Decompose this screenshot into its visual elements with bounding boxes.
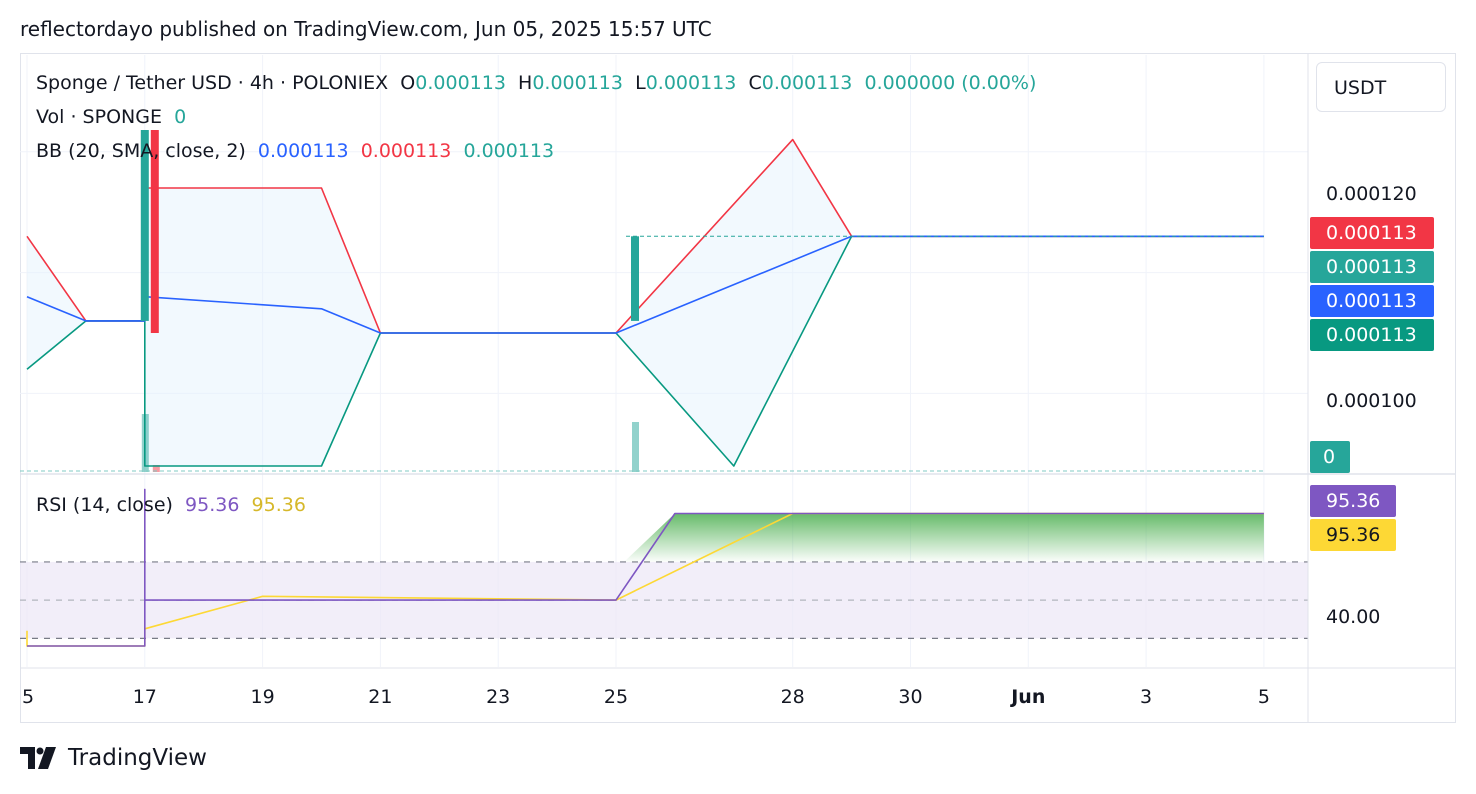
candle-1: [150, 130, 159, 333]
change-value: 0.000000 (0.00%): [864, 72, 1037, 94]
time-tick-10: 5: [1257, 686, 1270, 708]
volume-label: Vol · SPONGE: [36, 106, 162, 128]
tradingview-logo-icon[interactable]: [20, 747, 58, 769]
bb-upper-value: 0.000113: [360, 140, 452, 162]
bb-basis-value: 0.000113: [257, 140, 349, 162]
time-tick-6: 28: [780, 686, 805, 708]
time-tick-2: 19: [250, 686, 275, 708]
rsi-overbought-fill: [624, 513, 1264, 562]
close-price-tag: 0.000113: [1310, 251, 1434, 283]
bb-legend[interactable]: BB (20, SMA, close, 2) 0.000113 0.000113…: [36, 140, 554, 162]
candles: [140, 130, 639, 333]
rsi-line: [27, 488, 1264, 647]
price-lines: [20, 138, 1264, 472]
bb-basis-line: [26, 235, 1264, 334]
footer-brand: TradingView: [68, 745, 207, 771]
footer: TradingView: [20, 745, 207, 771]
symbol-legend[interactable]: Sponge / Tether USD · 4h · POLONIEX O0.0…: [36, 72, 1036, 94]
rsi-lines: [26, 488, 1264, 647]
volume-bar-2: [632, 422, 639, 472]
time-tick-3: 21: [368, 686, 393, 708]
close-value: 0.000113: [761, 72, 853, 94]
candle-2: [631, 236, 639, 321]
rsi-label: RSI (14, close): [36, 494, 173, 516]
time-tick-5: 25: [603, 686, 629, 708]
bb-upper-tag: 0.000113: [1310, 217, 1434, 249]
rsi-legend[interactable]: RSI (14, close) 95.36 95.36: [36, 494, 306, 516]
time-tick-7: 30: [898, 686, 923, 708]
currency-button[interactable]: USDT: [1316, 62, 1446, 112]
time-tick-0: 5: [21, 686, 35, 708]
close-label: C: [748, 72, 762, 94]
open-label: O: [400, 72, 416, 94]
rsi-tag: 95.36: [1310, 485, 1396, 517]
time-tick-8: Jun: [1011, 686, 1046, 708]
rsi-ma-value: 95.36: [251, 494, 306, 516]
rsi-value: 95.36: [185, 494, 240, 516]
chart-frame: [20, 53, 1456, 723]
bb-label: BB (20, SMA, close, 2): [36, 140, 246, 162]
volume-value: 0: [174, 106, 187, 128]
volume-legend[interactable]: Vol · SPONGE 0: [36, 106, 186, 128]
open-value: 0.000113: [415, 72, 506, 94]
volume-tag: 0: [1310, 441, 1350, 473]
time-tick-9: 3: [1140, 686, 1153, 708]
bb-band-fill: [27, 139, 1264, 466]
pane-separators: [20, 54, 1456, 722]
bb-fill: [27, 139, 1264, 466]
indicator-lines: [20, 138, 1264, 647]
publish-header: reflectordayo published on TradingView.c…: [20, 17, 712, 41]
bb-lower-value: 0.000113: [463, 140, 555, 162]
rsi-ma-tag: 95.36: [1310, 519, 1396, 551]
price-tick-2: 0.000100: [1326, 390, 1417, 412]
price-tick-1: 0.000120: [1326, 183, 1417, 205]
rsi-tick-1: 40.00: [1326, 606, 1381, 628]
candle-0: [140, 130, 149, 321]
high-label: H: [518, 72, 533, 94]
bb-lower-tag: 0.000113: [1310, 319, 1434, 351]
time-tick-4: 23: [486, 686, 511, 708]
time-tick-1: 17: [132, 686, 157, 708]
low-label: L: [635, 72, 646, 94]
bb-basis-tag: 0.000113: [1310, 285, 1434, 317]
low-value: 0.000113: [645, 72, 737, 94]
high-value: 0.000113: [532, 72, 623, 94]
volume-bar-1: [152, 465, 160, 472]
symbol-name: Sponge / Tether USD · 4h · POLONIEX: [36, 72, 389, 94]
